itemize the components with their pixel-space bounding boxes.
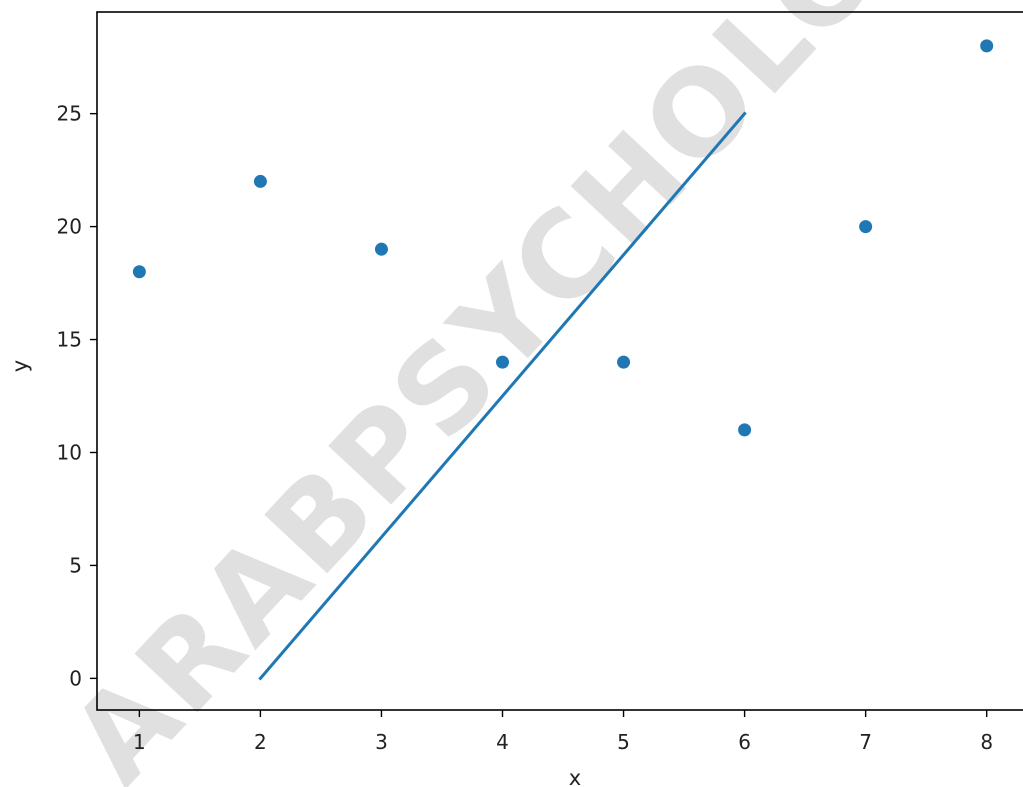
x-tick-label: 6	[738, 730, 751, 754]
plot-frame	[96, 11, 1023, 711]
scatter-point	[617, 355, 631, 369]
scatter-point	[859, 220, 873, 234]
y-tick-label: 20	[57, 215, 82, 239]
x-tick-label: 2	[254, 730, 267, 754]
x-tick-label: 4	[496, 730, 509, 754]
x-axis-label: x	[569, 766, 581, 787]
watermark: ARABPSYCHOLOGY	[45, 0, 1023, 787]
scatter-point	[374, 242, 388, 256]
x-tick-label: 3	[375, 730, 388, 754]
x-tick-label: 1	[133, 730, 146, 754]
scatter-point	[980, 39, 994, 53]
fit-line	[258, 111, 747, 681]
y-tick-label: 25	[57, 102, 82, 126]
x-tick-label: 5	[617, 730, 630, 754]
x-tick-label: 8	[980, 730, 993, 754]
y-axis-label: y	[8, 360, 32, 372]
scatter-point	[253, 174, 267, 188]
watermark-text: ARABPSYCHOLOGY	[45, 0, 1023, 787]
y-tick-label: 10	[57, 440, 82, 464]
y-tick-label: 0	[69, 666, 82, 690]
x-tick-label: 7	[859, 730, 872, 754]
y-axis: 0 5 10 15 20 25	[57, 102, 97, 690]
scatter-series	[132, 39, 994, 437]
scatter-point	[132, 265, 146, 279]
y-tick-label: 15	[57, 328, 82, 352]
scatter-point	[738, 423, 752, 437]
scatter-point	[496, 355, 510, 369]
y-tick-label: 5	[69, 553, 82, 577]
line-series	[258, 111, 747, 681]
x-axis: 1 2 3 4 5 6 7 8	[133, 710, 993, 754]
